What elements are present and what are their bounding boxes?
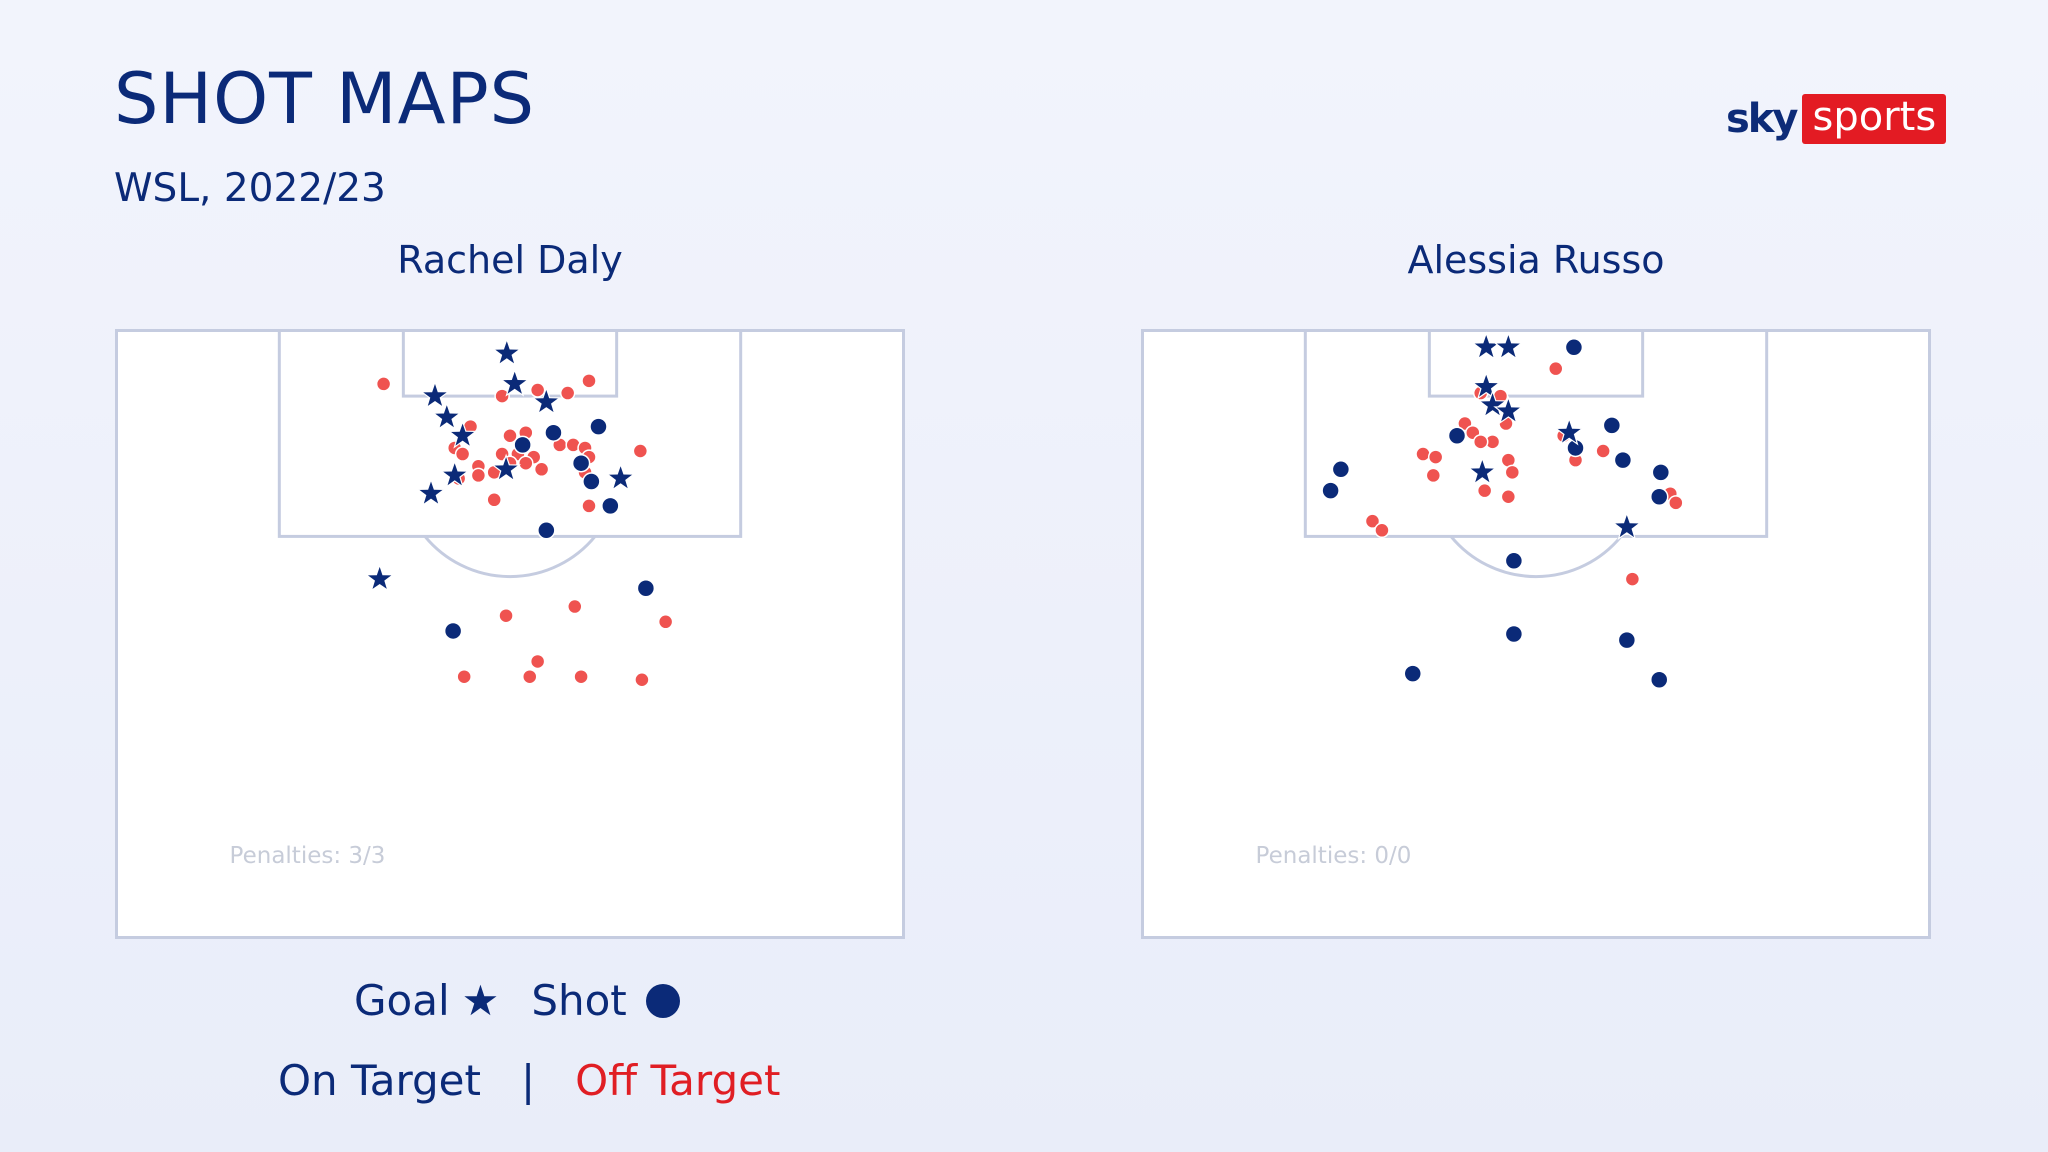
shot-on-target-point [601,496,620,516]
goal-star-point [1477,389,1508,419]
shot-off-target-point [1415,446,1431,462]
shot-on-target-point [589,417,608,436]
logo-sports-text: sports [1802,94,1947,144]
shot-off-target-point [498,607,514,624]
shot-off-target-point [486,492,502,508]
shot-off-target-point [1595,443,1611,459]
shot-off-target-point [1364,513,1381,529]
shot-on-target-point [571,453,591,473]
shot-off-target-point [375,376,392,392]
legend-on-target: On Target [278,1056,481,1105]
page-subtitle: WSL, 2022/23 [114,166,386,211]
shot-on-target-point [443,621,463,641]
shot-off-target-point [456,668,472,685]
six-yard-box [1427,329,1645,398]
goal-star-point [415,477,447,507]
shot-off-target-point [1476,482,1493,499]
shot-off-target-point [518,455,534,471]
legend-separator: | [520,1056,536,1105]
goal-star-point [364,563,395,592]
goal-star-point [1493,395,1524,425]
goal-star-point [605,462,636,492]
legend-symbols: Goal ★ Shot [354,976,683,1025]
shot-off-target-point [1548,360,1564,377]
legend-shot-label: Shot [531,976,627,1025]
shot-on-target-point [1617,630,1637,650]
goal-star-point [419,380,451,409]
shot-off-target-point [1504,464,1521,481]
shot-off-target-point [632,443,649,459]
shot-on-target-point [582,472,601,491]
goal-star-point [1467,456,1498,486]
goal-star-point [1471,371,1502,400]
goal-star-point [491,337,522,367]
goal-star-point [1554,416,1585,446]
shot-off-target-point [634,672,650,688]
shot-on-target-point [1504,624,1524,644]
legend-shot-dot-icon [645,983,680,1018]
penalty-arc [1449,535,1623,578]
shot-on-target-point [1504,551,1524,571]
logo-sky-text: sky [1726,96,1798,142]
goal-star-point [531,386,562,415]
shot-off-target-point [1425,467,1442,484]
shot-off-target-point [454,446,471,462]
shot-off-target-point [494,388,510,404]
shot-off-target-point [657,614,674,630]
shot-on-target-point [636,579,656,598]
shot-off-target-point [573,668,589,685]
shot-map-left: Penalties: 3/3 [115,329,905,939]
shot-on-target-point [1447,426,1467,445]
legend-off-target: Off Target [575,1056,781,1105]
penalty-arc [423,535,597,578]
shot-off-target-point [533,461,550,478]
shot-off-target-point [581,373,597,389]
page-title: SHOT MAPS [114,58,536,140]
goal-star-point [1611,511,1642,541]
shot-off-target-point [1427,449,1444,465]
shot-off-target-point [502,428,518,444]
shot-map-right: Penalties: 0/0 [1141,329,1931,939]
shot-on-target-point [1602,416,1622,435]
shot-on-target-point [1649,487,1669,506]
goal-star-point [447,419,478,449]
shot-on-target-point [1403,664,1423,683]
shot-off-target-point [559,385,576,401]
shot-off-target-point [1500,489,1517,505]
shot-off-target-point [567,598,583,615]
shot-off-target-point [1374,522,1390,539]
goal-star-point [431,401,462,431]
penalties-label: Penalties: 3/3 [230,843,386,869]
shot-on-target-point [544,423,563,442]
goal-star-point [1493,331,1524,361]
shot-on-target-point [1564,338,1584,357]
legend-targets: On Target | Off Target [278,1056,780,1105]
legend-goal-star-icon: ★ [461,976,500,1025]
shot-on-target-point [1613,450,1633,470]
shot-off-target-point [529,653,546,670]
player-name-left: Rachel Daly [397,238,623,282]
six-yard-box [401,329,619,398]
shot-on-target-point [1649,670,1669,689]
goal-star-point [439,459,470,489]
sky-sports-logo: sky sports [1726,93,1947,145]
shot-off-target-point [1624,571,1641,587]
legend-goal-label: Goal [354,976,450,1025]
shot-on-target-point [513,435,532,455]
shot-off-target-point [529,382,546,398]
shot-off-target-point [470,467,487,484]
shot-on-target-point [1651,463,1671,482]
shot-on-target-point [1331,460,1351,479]
shot-on-target-point [537,521,556,540]
shot-on-target-point [1321,481,1340,500]
shot-off-target-point [1472,434,1489,450]
player-name-right: Alessia Russo [1407,238,1665,282]
penalties-label: Penalties: 0/0 [1256,843,1412,869]
goal-star-point [490,453,522,483]
shot-off-target-point [522,668,538,685]
shot-off-target-point [581,498,597,514]
goal-star-point [499,368,530,397]
shot-off-target-point [1668,495,1684,511]
